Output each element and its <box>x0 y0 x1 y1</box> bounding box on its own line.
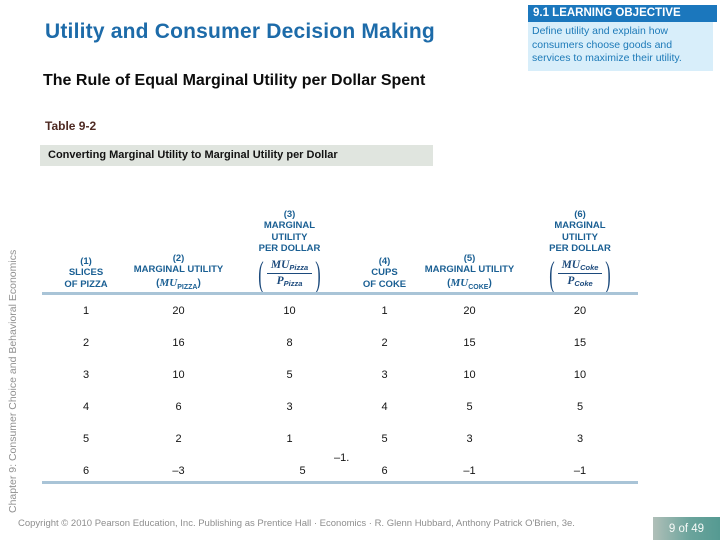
table-cell: 5 <box>576 401 584 413</box>
table-cell: 1 <box>381 305 388 317</box>
table-cell: 10 <box>463 369 476 381</box>
table-cell: 20 <box>463 305 476 317</box>
table-cell: –1 <box>463 465 476 477</box>
table-cell: 10 <box>573 369 587 381</box>
table-cell: 5 <box>381 433 388 445</box>
mu-per-dollar-coke-fraction: ( MUCoke PCoke ) <box>548 253 612 294</box>
table-cell: 15 <box>463 337 476 349</box>
table-cell: 20 <box>573 305 587 317</box>
table-cell: 10 <box>283 305 296 317</box>
table-cell: 6 <box>175 401 182 413</box>
table-cell: 2 <box>175 433 182 445</box>
table-cell: 6 <box>381 465 388 477</box>
table-cell: 3 <box>82 369 90 381</box>
table-caption-bar: Converting Marginal Utility to Marginal … <box>40 145 433 166</box>
column-header-mu-per-dollar-coke: (6) MARGINAL UTILITY PER DOLLAR ( MUCoke… <box>522 178 638 295</box>
column-header-marginal-utility-coke: (5) MARGINAL UTILITY (MUCOKE) <box>424 253 515 291</box>
mu-per-dollar-pizza-fraction: ( MUPizza PPizza ) <box>258 253 321 294</box>
table-cell: 4 <box>82 401 90 413</box>
learning-objective-header: 9.1 LEARNING OBJECTIVE <box>528 5 717 22</box>
split-value-fragment: –1. <box>334 452 350 464</box>
column-header-slices-of-pizza: (1) SLICES OF PIZZA <box>64 255 108 290</box>
table-cell: 5 <box>299 465 306 477</box>
column-header-cups-of-coke: (4) CUPS OF COKE <box>362 255 407 290</box>
table-cell: 5 <box>466 401 473 413</box>
table-bottom-rule <box>42 481 638 484</box>
table-cell: 5 <box>286 369 293 381</box>
table-cell: –3 <box>172 465 185 477</box>
section-subtitle: The Rule of Equal Marginal Utility per D… <box>43 72 426 89</box>
table-cell: 5 <box>82 433 90 445</box>
learning-objective-text: Define utility and explain how consumers… <box>528 22 713 71</box>
table-cell: 4 <box>381 401 388 413</box>
table-cell: –1 <box>573 465 587 477</box>
table-cell: 3 <box>576 433 584 445</box>
table-cell: 15 <box>573 337 587 349</box>
table-cell: 3 <box>381 369 388 381</box>
mu-pizza-symbol: (MUPIZZA) <box>156 276 201 291</box>
table-cell: 2 <box>381 337 388 349</box>
table-cell: 6 <box>82 465 90 477</box>
table-number-label: Table 9-2 <box>45 119 97 133</box>
table-cell: 1 <box>82 305 90 317</box>
copyright-text: Copyright © 2010 Pearson Education, Inc.… <box>18 518 575 529</box>
column-header-marginal-utility-pizza: (2) MARGINAL UTILITY (MUPIZZA) <box>133 253 224 291</box>
table-cell: 20 <box>172 305 185 317</box>
column-header-mu-per-dollar-pizza: (3) MARGINAL UTILITY PER DOLLAR ( MUPizz… <box>227 178 352 295</box>
page-title: Utility and Consumer Decision Making <box>45 20 435 43</box>
table-cell: 10 <box>172 369 185 381</box>
table-cell: 3 <box>286 401 293 413</box>
table-cell: 8 <box>286 337 293 349</box>
mu-coke-symbol: (MUCOKE) <box>447 276 492 291</box>
table-cell: 1 <box>286 433 293 445</box>
chapter-sidebar-text: Chapter 9: Consumer Choice and Behaviora… <box>7 249 19 513</box>
table-header-rule <box>42 292 638 295</box>
page-number-badge: 9 of 49 <box>653 517 720 540</box>
table-cell: 3 <box>466 433 473 445</box>
table-cell: 2 <box>82 337 90 349</box>
table-cell: 16 <box>172 337 185 349</box>
utility-table: (1) SLICES OF PIZZA (2) MARGINAL UTILITY… <box>42 178 638 487</box>
